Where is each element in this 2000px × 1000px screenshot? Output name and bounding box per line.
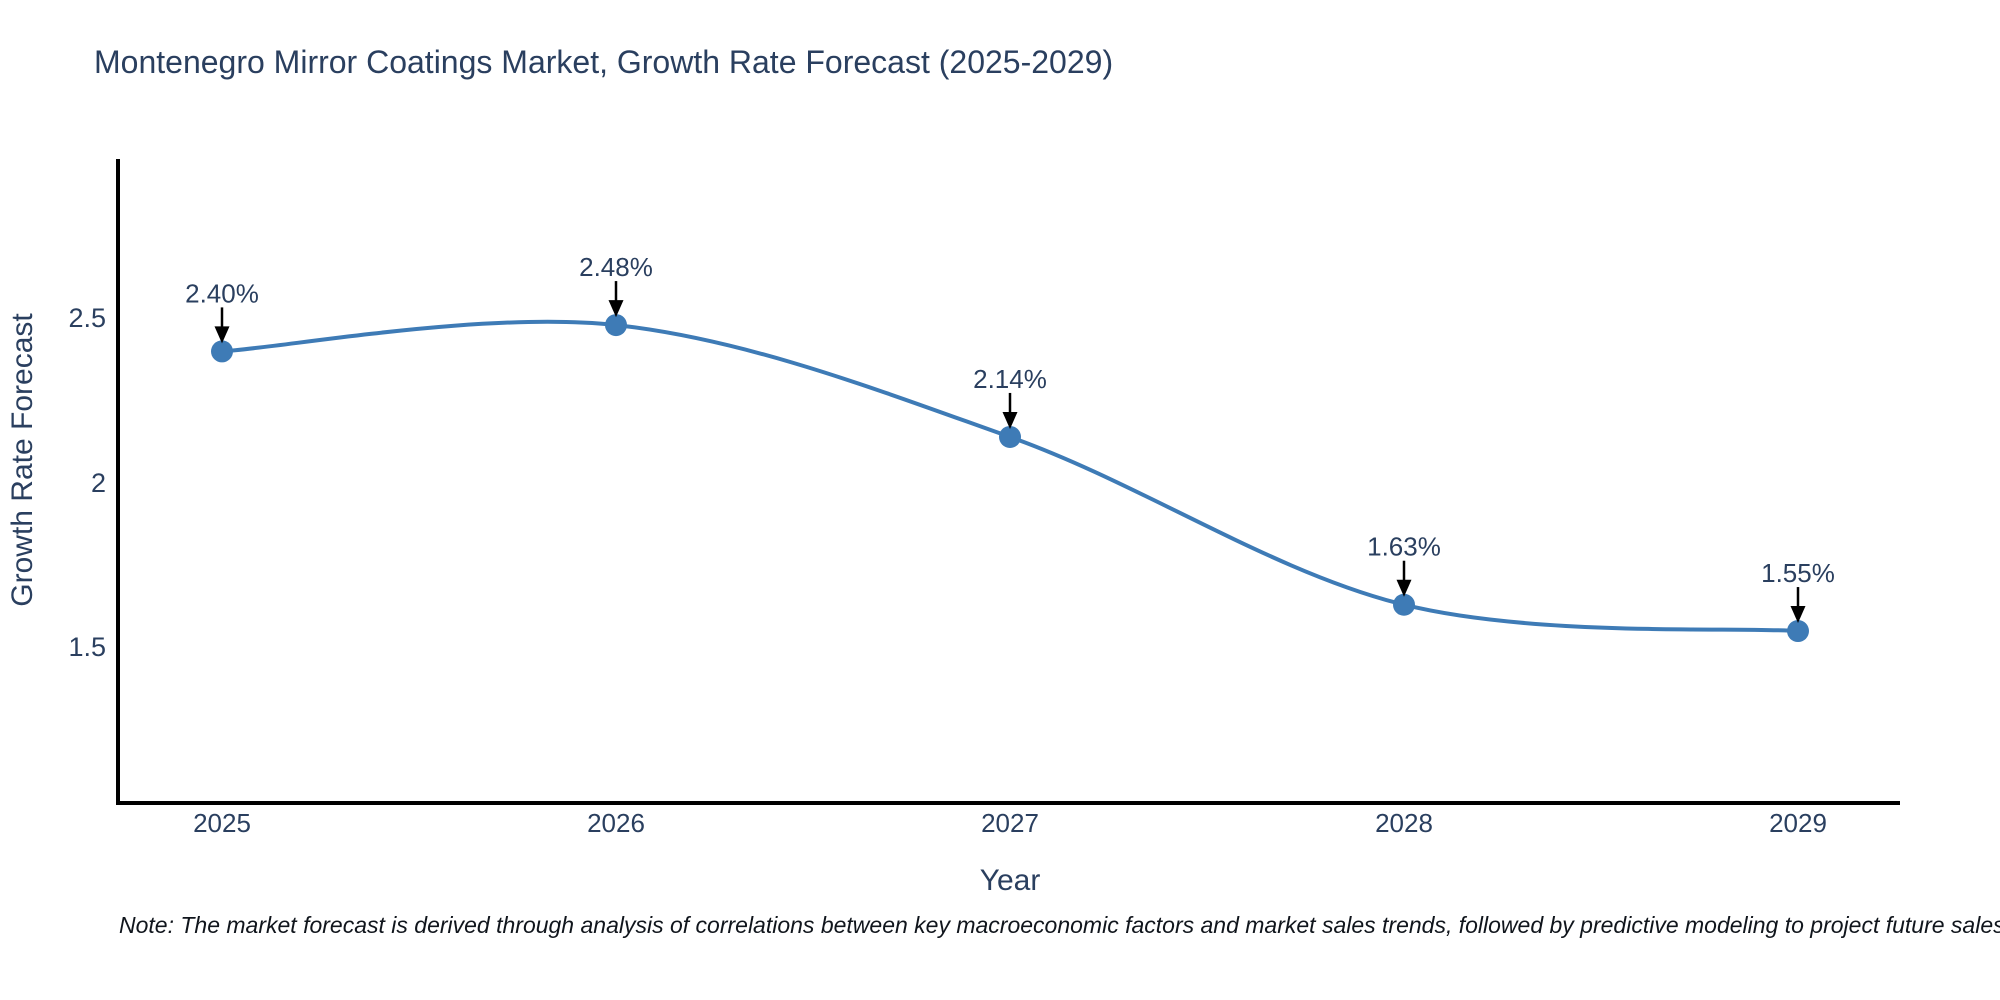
y-tick-2: 2 (91, 468, 106, 498)
y-tick-2-5: 2.5 (68, 303, 106, 333)
annotation-arrowhead-icon (1002, 411, 1018, 429)
annotation-arrowhead-icon (1396, 579, 1412, 597)
y-axis-title: Growth Rate Forecast (6, 313, 39, 607)
data-point-marker-2027 (999, 425, 1021, 448)
x-tick-2026: 2026 (587, 808, 645, 838)
y-tick-1-5: 1.5 (68, 632, 106, 662)
data-point-markers (211, 314, 1809, 643)
x-tick-2029: 2029 (1769, 808, 1827, 838)
annotation-label-2026: 2.48% (579, 252, 653, 282)
annotation-label-2025: 2.40% (185, 278, 259, 308)
data-point-marker-2025 (211, 340, 233, 363)
data-point-marker-2028 (1393, 593, 1415, 616)
annotation-label-2027: 2.14% (973, 364, 1047, 394)
data-point-annotations: 2.40% 2.48% 2.14% 1.63% 1.55% (185, 252, 1835, 624)
data-point-marker-2026 (605, 314, 627, 337)
annotation-arrowhead-icon (214, 326, 230, 344)
data-point-marker-2029 (1787, 620, 1809, 643)
annotation-label-2029: 1.55% (1761, 558, 1835, 588)
chart-title: Montenegro Mirror Coatings Market, Growt… (94, 44, 1114, 80)
x-tick-2027: 2027 (981, 808, 1039, 838)
x-axis-title: Year (980, 864, 1041, 897)
x-tick-2028: 2028 (1375, 808, 1433, 838)
footnote: Note: The market forecast is derived thr… (119, 912, 2000, 938)
annotation-label-2028: 1.63% (1367, 532, 1441, 562)
annotation-arrowhead-icon (1790, 606, 1806, 624)
x-tick-2025: 2025 (193, 808, 251, 838)
annotation-arrowhead-icon (608, 300, 624, 318)
